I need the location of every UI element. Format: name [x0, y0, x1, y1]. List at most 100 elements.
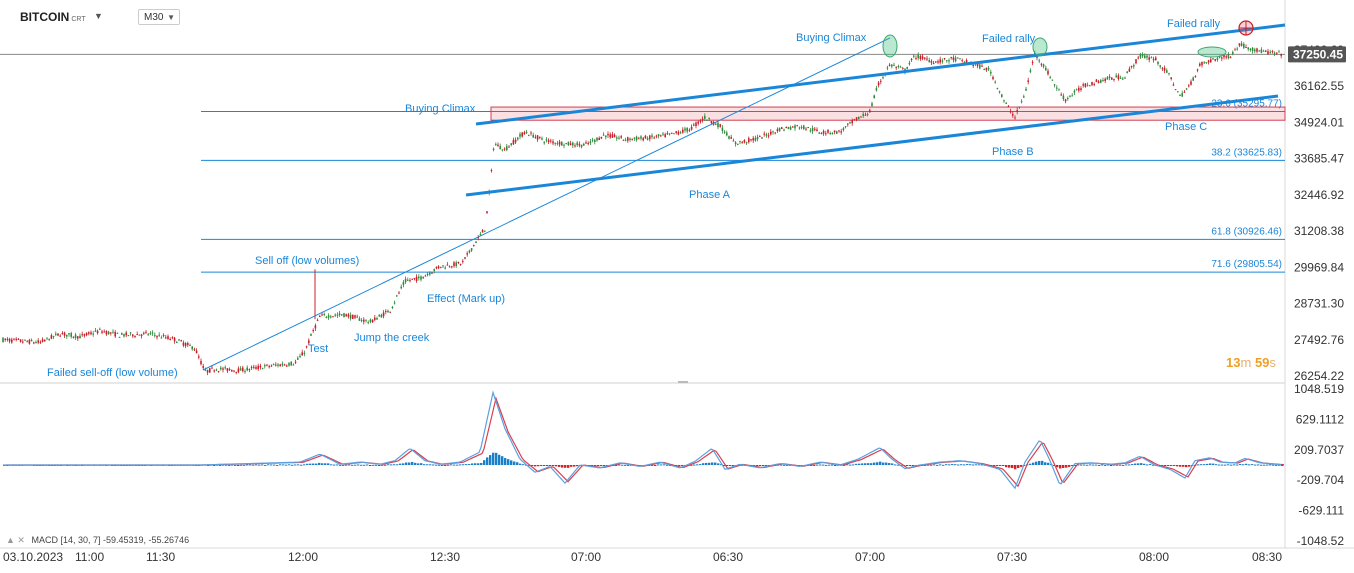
macd-legend[interactable]: ▲ ✕ MACD [14, 30, 7] -59.45319, -55.2674…	[6, 535, 189, 546]
candle-body	[1218, 56, 1221, 58]
candle-body	[4, 338, 6, 340]
macd-histogram-bar	[540, 464, 543, 466]
candle-body	[393, 302, 396, 304]
candle-body	[1172, 84, 1175, 86]
annotation-label[interactable]: Jump the creek	[354, 332, 430, 344]
candle-body	[13, 338, 15, 340]
annotation-label[interactable]: Buying Climax	[796, 32, 867, 44]
candle-body	[816, 129, 818, 132]
fib-label-61.8: 61.8 (30926.46)	[1211, 226, 1282, 237]
macd-histogram-bar	[960, 464, 963, 466]
candle-body	[585, 142, 587, 144]
macd-histogram-bar	[1125, 464, 1128, 466]
candle-body	[1001, 94, 1003, 97]
macd-histogram-bar	[933, 464, 936, 466]
upper-channel-line[interactable]	[475, 23, 1286, 126]
candle-body	[814, 128, 816, 130]
pane-resize-handle[interactable]	[678, 381, 688, 383]
candle-body	[292, 364, 295, 366]
candle-body	[1262, 50, 1265, 52]
resistance-zone	[490, 106, 1286, 121]
macd-histogram-bar	[282, 464, 285, 466]
macd-histogram-bar	[387, 464, 390, 466]
candle-body	[631, 138, 633, 140]
macd-histogram-bar	[507, 459, 510, 465]
annotation-label[interactable]: Phase C	[1165, 121, 1207, 133]
macd-histogram-bar	[783, 464, 786, 466]
macd-histogram-bar	[1212, 463, 1215, 465]
chart-header: BITCOIN CRT ▼ M30 ▼	[0, 0, 300, 36]
annotation-label[interactable]: Phase B	[992, 146, 1034, 158]
candle-body	[677, 131, 680, 135]
macd-histogram-bar	[888, 463, 891, 465]
annotation-label[interactable]: Failed sell-off (low volume)	[47, 367, 178, 379]
lower-channel-line[interactable]	[465, 94, 1279, 197]
macd-histogram-bar	[246, 464, 249, 466]
candle-body	[789, 127, 792, 130]
candle-body	[24, 339, 26, 341]
candle-body	[937, 61, 939, 63]
symbol-name[interactable]: BITCOIN CRT	[20, 10, 86, 24]
annotation-label[interactable]: Buying Climax	[405, 103, 476, 115]
candle-body	[15, 338, 17, 340]
candle-body	[935, 61, 937, 63]
macd-histogram-bar	[240, 464, 243, 466]
indicator-tools-icon[interactable]: ▲ ✕	[6, 535, 25, 545]
candle-body	[1133, 65, 1135, 67]
candle-body	[477, 237, 479, 239]
candle-body	[1058, 89, 1060, 91]
annotation-label[interactable]: Effect (Mark up)	[427, 293, 505, 305]
candle-body	[739, 140, 741, 142]
annotation-label[interactable]: Test	[308, 343, 328, 355]
candle-body	[622, 139, 625, 141]
candle-body	[1267, 51, 1269, 54]
macd-histogram-bar	[597, 464, 600, 466]
countdown-minutes-unit: m	[1240, 355, 1252, 370]
macd-histogram-bar	[546, 464, 549, 466]
failed-rally-highlight	[1032, 37, 1048, 57]
macd-histogram-bar	[1278, 464, 1281, 466]
macd-histogram-bar	[906, 464, 909, 466]
candle-body	[627, 137, 629, 141]
macd-histogram-bar	[1239, 463, 1242, 465]
candle-body	[206, 369, 209, 373]
macd-histogram-bar	[660, 464, 663, 466]
candle-body	[893, 64, 895, 66]
candle-body	[101, 331, 103, 333]
candle-body	[653, 137, 655, 139]
macd-histogram-bar	[954, 464, 957, 466]
candle-body	[1174, 89, 1177, 91]
symbol-dropdown-icon[interactable]: ▼	[94, 11, 103, 21]
annotation-label[interactable]: Sell off (low volumes)	[255, 255, 359, 267]
candle-body	[704, 115, 706, 119]
candle-body	[457, 261, 460, 264]
macd-histogram-bar	[1269, 464, 1272, 466]
annotation-label[interactable]: Phase A	[689, 189, 731, 201]
macd-histogram-bar	[444, 464, 447, 466]
candle-body	[266, 364, 268, 366]
macd-histogram-bar	[1176, 464, 1179, 467]
thin-trendline[interactable]	[202, 37, 891, 371]
countdown-seconds: 59	[1254, 355, 1270, 370]
candle-body	[283, 364, 286, 366]
macd-histogram-bar	[1059, 464, 1062, 469]
candle-body	[809, 130, 812, 132]
candle-body	[1249, 48, 1252, 51]
candle-body	[1115, 75, 1117, 78]
annotation-label[interactable]: Failed rally	[1167, 18, 1221, 30]
candle-body	[191, 346, 193, 350]
macd-histogram-bar	[870, 463, 873, 465]
candle-body	[660, 135, 662, 137]
annotation-label[interactable]: Failed rally	[982, 33, 1036, 45]
candle-body	[946, 60, 948, 62]
candle-body	[818, 132, 820, 134]
candle-body	[657, 134, 660, 137]
candle-body	[1003, 100, 1005, 102]
timeframe-select[interactable]: M30 ▼	[138, 9, 180, 25]
macd-histogram-bar	[402, 463, 405, 465]
candle-body	[213, 370, 215, 372]
candle-body	[338, 313, 341, 316]
candle-body	[354, 315, 356, 318]
candle-body	[897, 65, 900, 67]
